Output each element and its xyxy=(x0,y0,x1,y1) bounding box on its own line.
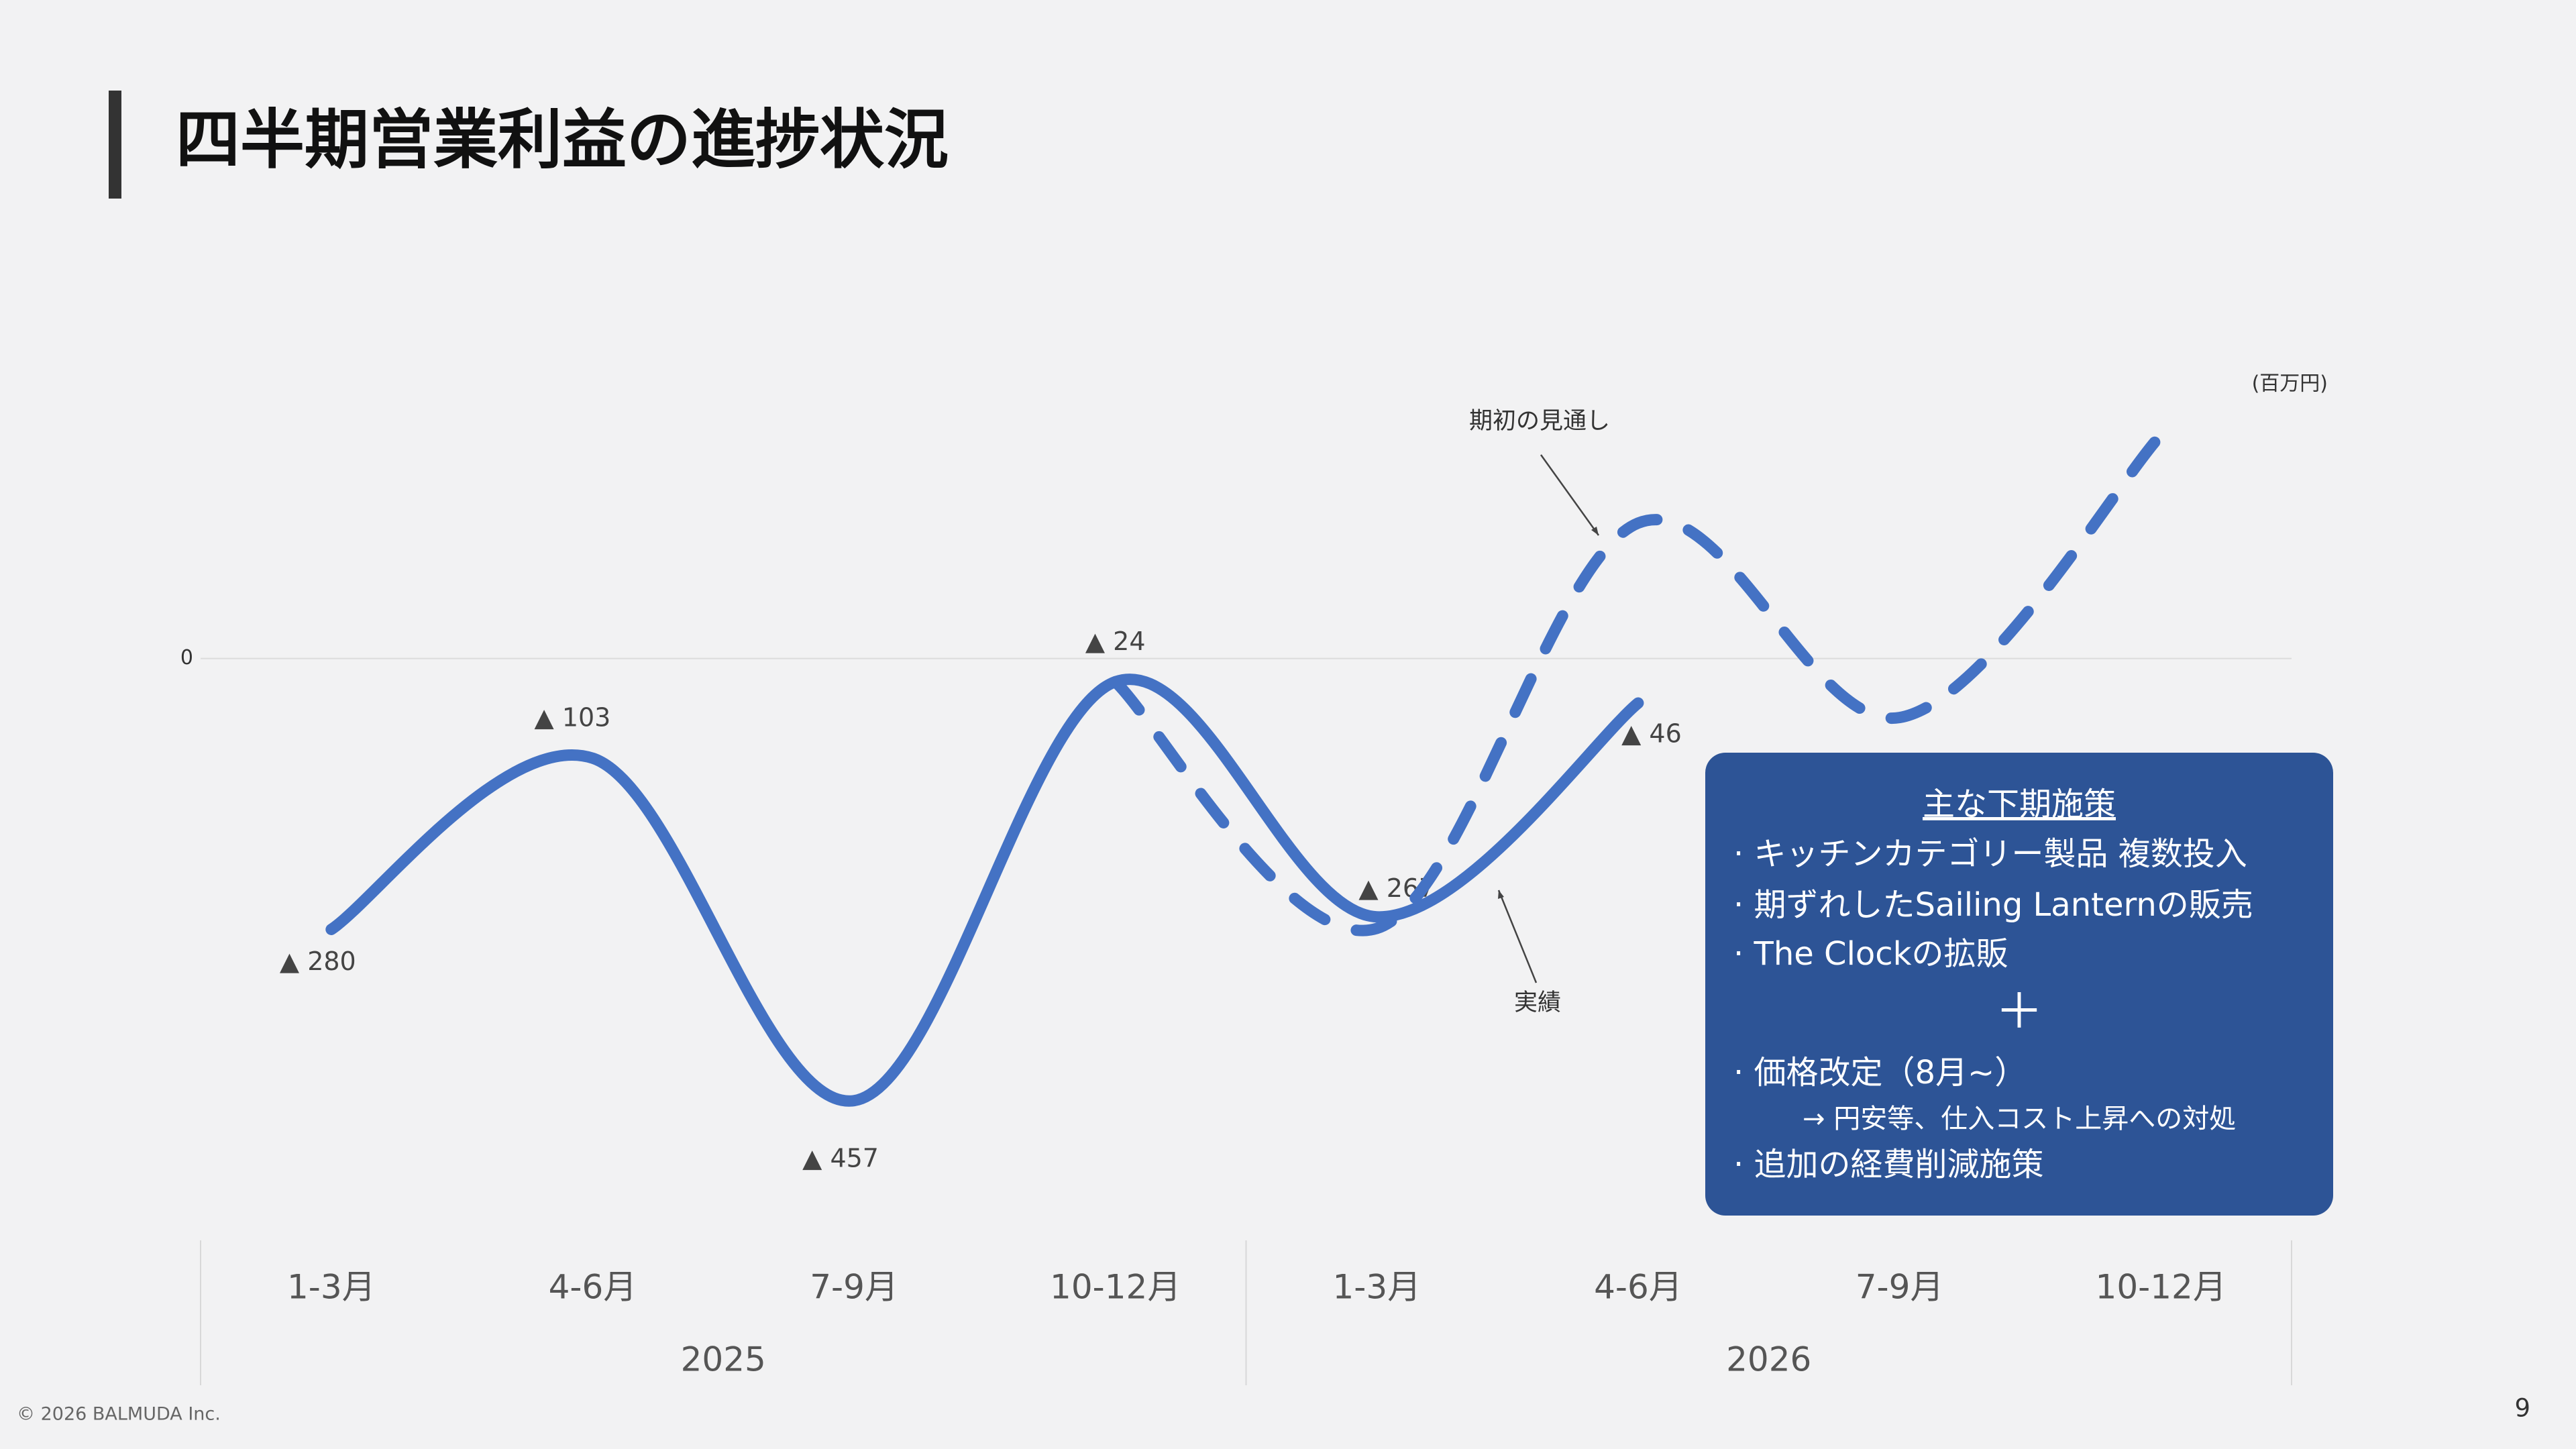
y-tick-label: 0 xyxy=(180,646,193,669)
x-tick-label: 4-6月 xyxy=(549,1268,637,1307)
box-item: · The Clockの拡販 xyxy=(1733,935,2008,973)
data-label: ▲ 24 xyxy=(1085,627,1146,656)
title-bar xyxy=(109,91,121,199)
x-tick-label: 4-6月 xyxy=(1594,1268,1682,1307)
slide-title: 四半期営業利益の進捗状況 xyxy=(176,102,949,177)
x-tick-label: 7-9月 xyxy=(1856,1268,1944,1307)
data-label: ▲ 46 xyxy=(1621,719,1682,749)
unit-label: (百万円) xyxy=(2252,372,2328,396)
arrow-head xyxy=(1591,527,1599,535)
arrow-head xyxy=(1498,890,1504,899)
series-line xyxy=(1110,429,2167,936)
box-heading: 主な下期施策 xyxy=(1923,786,2116,823)
page-number: 9 xyxy=(2514,1394,2530,1423)
x-tick-label: 1-3月 xyxy=(287,1268,376,1307)
data-label: ▲ 457 xyxy=(802,1143,879,1173)
box-item: · キッチンカテゴリー製品 複数投入 xyxy=(1733,835,2247,873)
box-item: · 価格改定（8月~） xyxy=(1733,1054,2027,1091)
annotation-arrow xyxy=(1540,454,1600,536)
data-label: ▲ 280 xyxy=(280,947,356,976)
annotation-arrow xyxy=(1497,890,1538,983)
measures-box: 主な下期施策 · キッチンカテゴリー製品 複数投入 · 期ずれしたSailing… xyxy=(1705,753,2333,1216)
box-item: · 期ずれしたSailing Lanternの販売 xyxy=(1733,886,2253,924)
box-subitem: → 円安等、仕入コスト上昇への対処 xyxy=(1803,1104,2236,1134)
footer: © 2026 BALMUDA Inc. xyxy=(17,1404,221,1425)
x-tick-label: 1-3月 xyxy=(1332,1268,1421,1307)
x-tick-label: 7-9月 xyxy=(810,1268,898,1307)
annotation: 実績 xyxy=(1514,989,1561,1016)
x-tick-label: 10-12月 xyxy=(2096,1268,2226,1307)
annotation: 期初の見通し xyxy=(1469,408,1610,435)
x-tick-label: 10-12月 xyxy=(1050,1268,1181,1307)
series-line xyxy=(325,674,1644,1107)
box-separator: ＋ xyxy=(1995,983,2043,1040)
x-group-label: 2026 xyxy=(1726,1340,1811,1379)
box-item: · 追加の経費削減施策 xyxy=(1733,1146,2044,1183)
plot: 0 1-3月 4-6月 7-9月 10-12月 1-3月 4-6月 7-9月 10-12月 202… xyxy=(180,429,2292,1385)
x-group-label: 2025 xyxy=(681,1340,766,1379)
box xyxy=(1705,753,2333,1216)
data-label: ▲ 103 xyxy=(535,703,611,733)
